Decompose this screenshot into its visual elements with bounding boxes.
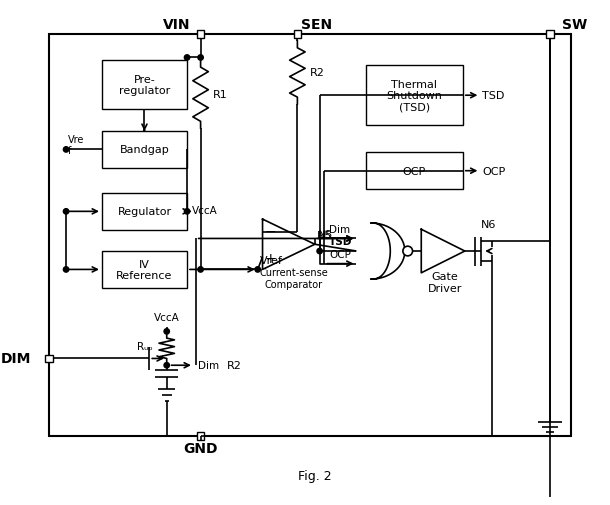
Text: SEN: SEN [301, 18, 332, 31]
Bar [102, 61, 187, 110]
Bar [366, 66, 463, 126]
Text: Vre
f: Vre f [68, 134, 84, 156]
Text: Current-sense
Comparator: Current-sense Comparator [259, 268, 328, 289]
Bar [45, 355, 52, 363]
Text: TSD: TSD [483, 91, 504, 101]
Text: R1: R1 [213, 90, 228, 100]
Text: N5: N5 [317, 230, 332, 240]
Bar [197, 432, 204, 440]
Bar [197, 31, 204, 39]
Text: VIN: VIN [163, 18, 191, 31]
Circle shape [403, 247, 412, 257]
Circle shape [255, 267, 260, 273]
Text: Regulator: Regulator [117, 207, 171, 217]
Text: Dim: Dim [329, 224, 351, 234]
Bar [49, 35, 572, 436]
Circle shape [63, 209, 69, 215]
Text: Gate
Driver: Gate Driver [428, 272, 462, 293]
Text: Fig. 2: Fig. 2 [298, 469, 332, 482]
Text: VccA: VccA [192, 206, 218, 216]
Polygon shape [422, 230, 465, 273]
Text: SW: SW [562, 18, 587, 31]
Bar [102, 132, 187, 169]
Text: OCP: OCP [483, 166, 506, 176]
Text: Rᵤₚ: Rᵤₚ [137, 341, 153, 351]
Bar [102, 193, 187, 230]
Text: OCP: OCP [403, 166, 426, 176]
Polygon shape [371, 224, 405, 280]
Text: +: + [265, 251, 276, 265]
Text: Dim: Dim [198, 361, 219, 371]
Text: TSD: TSD [329, 237, 353, 247]
Circle shape [184, 56, 190, 61]
Text: OCP: OCP [329, 249, 351, 260]
Text: VccA: VccA [154, 312, 179, 322]
Text: Thermal
Shutdown
(TSD): Thermal Shutdown (TSD) [387, 79, 442, 113]
Text: R2: R2 [310, 68, 325, 78]
Text: GND: GND [184, 441, 218, 454]
Text: Vref: Vref [260, 255, 282, 265]
Circle shape [317, 249, 322, 254]
Circle shape [164, 363, 170, 368]
Bar [293, 31, 301, 39]
Text: N6: N6 [481, 220, 497, 229]
Bar [102, 251, 187, 288]
Bar [366, 153, 463, 190]
Circle shape [63, 267, 69, 273]
Circle shape [164, 329, 170, 334]
Text: −: − [265, 224, 276, 238]
Circle shape [198, 56, 203, 61]
Bar [546, 31, 554, 39]
Text: Bandgap: Bandgap [120, 145, 170, 155]
Text: R2: R2 [227, 361, 242, 371]
Text: N5: N5 [318, 229, 333, 239]
Circle shape [184, 209, 190, 215]
Text: Pre-
regulator: Pre- regulator [119, 75, 170, 96]
Text: DIM: DIM [1, 352, 31, 366]
Text: IV
Reference: IV Reference [117, 259, 173, 281]
Circle shape [63, 147, 69, 153]
Circle shape [198, 267, 203, 273]
Polygon shape [262, 220, 315, 270]
